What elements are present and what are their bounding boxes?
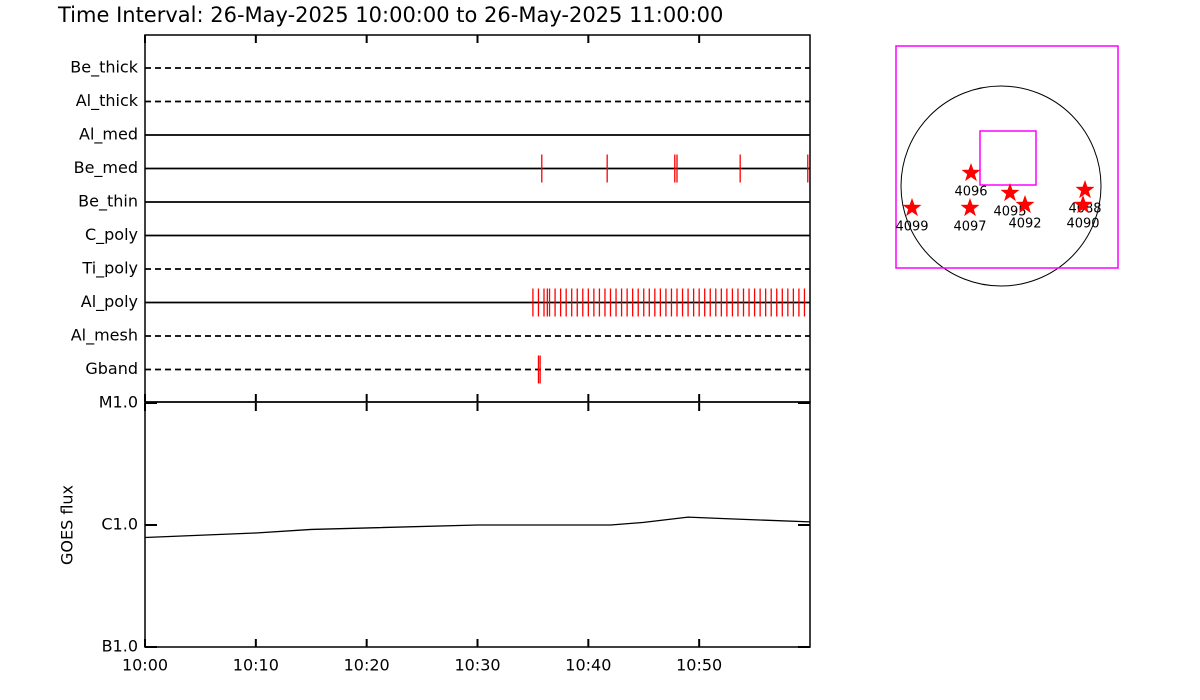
goes-line [144, 516, 811, 539]
filter-label: Be_med [74, 158, 138, 178]
region-label: 4096 [954, 185, 987, 200]
y-tick-label: C1.0 [101, 515, 138, 534]
region-star [1000, 183, 1020, 202]
timeline-frame [144, 34, 811, 403]
region-star [1075, 180, 1095, 199]
region-star [960, 198, 980, 217]
region-label: 4095 [993, 205, 1026, 220]
fov-box [979, 130, 1037, 186]
x-tick-label: 10:50 [676, 656, 722, 675]
filter-label: Ti_poly [81, 259, 138, 279]
region-star [1015, 195, 1035, 214]
region-star [902, 198, 922, 217]
fov-box [895, 45, 1119, 269]
filter-label: Al_mesh [71, 326, 138, 346]
y-tick-label: M1.0 [99, 393, 138, 412]
region-star [1073, 195, 1093, 214]
x-tick-label: 10:30 [454, 656, 500, 675]
filter-label: Al_med [79, 125, 138, 145]
filter-label: Al_thick [76, 91, 139, 111]
x-tick-label: 10:10 [233, 656, 279, 675]
solar-limb [900, 85, 1102, 287]
region-label: 4097 [953, 220, 986, 235]
x-tick-label: 10:20 [344, 656, 390, 675]
filter-label: Be_thick [70, 58, 138, 78]
region-label: 4099 [895, 220, 928, 235]
x-tick-label: 10:00 [122, 656, 168, 675]
filter-label: Be_thin [78, 192, 138, 212]
region-star [961, 163, 981, 182]
x-tick-label: 10:40 [565, 656, 611, 675]
region-label: 4092 [1008, 217, 1041, 232]
chart-title: Time Interval: 26-May-2025 10:00:00 to 2… [57, 3, 723, 27]
y-tick-label: B1.0 [102, 637, 138, 656]
y-axis-label: GOES flux [58, 485, 77, 565]
filter-label: Gband [85, 359, 138, 378]
filter-label: Al_poly [81, 292, 138, 312]
filter-label: C_poly [85, 225, 138, 245]
region-label: 4090 [1066, 217, 1099, 232]
